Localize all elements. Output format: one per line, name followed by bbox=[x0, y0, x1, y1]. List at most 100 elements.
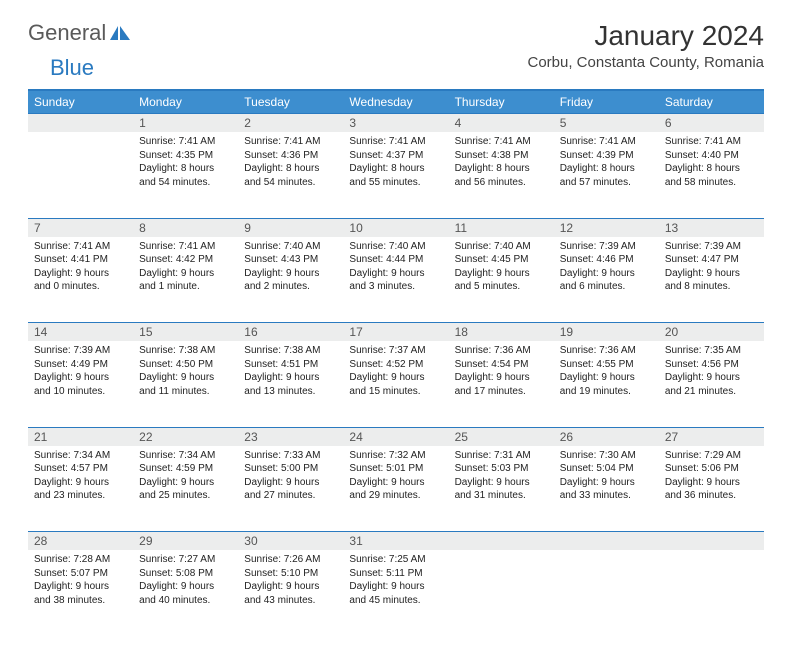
weekday-header-row: Sunday Monday Tuesday Wednesday Thursday… bbox=[28, 90, 764, 114]
day-cell: Sunrise: 7:29 AMSunset: 5:06 PMDaylight:… bbox=[659, 446, 764, 532]
daylight-text-2: and 8 minutes. bbox=[665, 280, 758, 294]
daylight-text-1: Daylight: 9 hours bbox=[455, 371, 548, 385]
day-cell: Sunrise: 7:27 AMSunset: 5:08 PMDaylight:… bbox=[133, 550, 238, 636]
day-cell: Sunrise: 7:40 AMSunset: 4:44 PMDaylight:… bbox=[343, 237, 448, 323]
sunset-text: Sunset: 4:47 PM bbox=[665, 253, 758, 267]
sunrise-text: Sunrise: 7:25 AM bbox=[349, 553, 442, 567]
sunset-text: Sunset: 5:11 PM bbox=[349, 567, 442, 581]
week-row: Sunrise: 7:41 AMSunset: 4:41 PMDaylight:… bbox=[28, 237, 764, 323]
sunrise-text: Sunrise: 7:35 AM bbox=[665, 344, 758, 358]
daylight-text-2: and 31 minutes. bbox=[455, 489, 548, 503]
sunrise-text: Sunrise: 7:39 AM bbox=[34, 344, 127, 358]
daylight-text-2: and 55 minutes. bbox=[349, 176, 442, 190]
daylight-text-2: and 33 minutes. bbox=[560, 489, 653, 503]
logo-text-2: Blue bbox=[50, 55, 94, 80]
day-cell: Sunrise: 7:37 AMSunset: 4:52 PMDaylight:… bbox=[343, 341, 448, 427]
sunrise-text: Sunrise: 7:40 AM bbox=[244, 240, 337, 254]
sunset-text: Sunset: 4:35 PM bbox=[139, 149, 232, 163]
day-number: 6 bbox=[659, 114, 764, 133]
daylight-text-1: Daylight: 9 hours bbox=[34, 580, 127, 594]
daylight-text-1: Daylight: 9 hours bbox=[665, 267, 758, 281]
day-number bbox=[449, 532, 554, 551]
day-cell: Sunrise: 7:34 AMSunset: 4:59 PMDaylight:… bbox=[133, 446, 238, 532]
sunrise-text: Sunrise: 7:41 AM bbox=[244, 135, 337, 149]
daylight-text-1: Daylight: 8 hours bbox=[244, 162, 337, 176]
daylight-text-1: Daylight: 9 hours bbox=[34, 371, 127, 385]
daylight-text-1: Daylight: 9 hours bbox=[349, 580, 442, 594]
daylight-text-1: Daylight: 9 hours bbox=[665, 371, 758, 385]
daylight-text-2: and 45 minutes. bbox=[349, 594, 442, 608]
daylight-text-1: Daylight: 8 hours bbox=[665, 162, 758, 176]
sunrise-text: Sunrise: 7:32 AM bbox=[349, 449, 442, 463]
daylight-text-1: Daylight: 9 hours bbox=[139, 267, 232, 281]
sunrise-text: Sunrise: 7:26 AM bbox=[244, 553, 337, 567]
sunset-text: Sunset: 4:38 PM bbox=[455, 149, 548, 163]
day-cell: Sunrise: 7:38 AMSunset: 4:51 PMDaylight:… bbox=[238, 341, 343, 427]
daylight-text-2: and 10 minutes. bbox=[34, 385, 127, 399]
day-number: 20 bbox=[659, 323, 764, 342]
sunrise-text: Sunrise: 7:28 AM bbox=[34, 553, 127, 567]
sunset-text: Sunset: 5:08 PM bbox=[139, 567, 232, 581]
day-cell: Sunrise: 7:31 AMSunset: 5:03 PMDaylight:… bbox=[449, 446, 554, 532]
day-number: 5 bbox=[554, 114, 659, 133]
daynum-row: 14151617181920 bbox=[28, 323, 764, 342]
day-cell: Sunrise: 7:41 AMSunset: 4:41 PMDaylight:… bbox=[28, 237, 133, 323]
daylight-text-2: and 5 minutes. bbox=[455, 280, 548, 294]
sunset-text: Sunset: 5:01 PM bbox=[349, 462, 442, 476]
day-number: 19 bbox=[554, 323, 659, 342]
daylight-text-2: and 43 minutes. bbox=[244, 594, 337, 608]
day-cell: Sunrise: 7:39 AMSunset: 4:47 PMDaylight:… bbox=[659, 237, 764, 323]
daylight-text-1: Daylight: 9 hours bbox=[244, 267, 337, 281]
sunrise-text: Sunrise: 7:34 AM bbox=[34, 449, 127, 463]
sunrise-text: Sunrise: 7:41 AM bbox=[34, 240, 127, 254]
day-cell: Sunrise: 7:39 AMSunset: 4:49 PMDaylight:… bbox=[28, 341, 133, 427]
day-cell: Sunrise: 7:25 AMSunset: 5:11 PMDaylight:… bbox=[343, 550, 448, 636]
sunset-text: Sunset: 4:50 PM bbox=[139, 358, 232, 372]
sunrise-text: Sunrise: 7:38 AM bbox=[139, 344, 232, 358]
weekday-friday: Friday bbox=[554, 90, 659, 114]
sunset-text: Sunset: 5:10 PM bbox=[244, 567, 337, 581]
daylight-text-1: Daylight: 9 hours bbox=[349, 371, 442, 385]
sunset-text: Sunset: 4:56 PM bbox=[665, 358, 758, 372]
daylight-text-2: and 54 minutes. bbox=[244, 176, 337, 190]
daylight-text-1: Daylight: 9 hours bbox=[455, 267, 548, 281]
daylight-text-1: Daylight: 9 hours bbox=[244, 371, 337, 385]
daylight-text-2: and 57 minutes. bbox=[560, 176, 653, 190]
daylight-text-2: and 0 minutes. bbox=[34, 280, 127, 294]
daylight-text-1: Daylight: 9 hours bbox=[560, 371, 653, 385]
weekday-tuesday: Tuesday bbox=[238, 90, 343, 114]
day-number: 1 bbox=[133, 114, 238, 133]
weekday-saturday: Saturday bbox=[659, 90, 764, 114]
day-cell: Sunrise: 7:41 AMSunset: 4:38 PMDaylight:… bbox=[449, 132, 554, 218]
day-number: 17 bbox=[343, 323, 448, 342]
day-number: 21 bbox=[28, 427, 133, 446]
day-cell: Sunrise: 7:33 AMSunset: 5:00 PMDaylight:… bbox=[238, 446, 343, 532]
sunset-text: Sunset: 4:49 PM bbox=[34, 358, 127, 372]
daylight-text-2: and 40 minutes. bbox=[139, 594, 232, 608]
day-number: 24 bbox=[343, 427, 448, 446]
logo-sail-icon-2 bbox=[120, 26, 130, 40]
day-cell: Sunrise: 7:41 AMSunset: 4:37 PMDaylight:… bbox=[343, 132, 448, 218]
calendar-table: Sunday Monday Tuesday Wednesday Thursday… bbox=[28, 89, 764, 636]
day-cell: Sunrise: 7:36 AMSunset: 4:55 PMDaylight:… bbox=[554, 341, 659, 427]
sunrise-text: Sunrise: 7:34 AM bbox=[139, 449, 232, 463]
sunrise-text: Sunrise: 7:33 AM bbox=[244, 449, 337, 463]
day-number: 26 bbox=[554, 427, 659, 446]
day-number: 13 bbox=[659, 218, 764, 237]
daylight-text-2: and 6 minutes. bbox=[560, 280, 653, 294]
daylight-text-2: and 54 minutes. bbox=[139, 176, 232, 190]
daylight-text-1: Daylight: 9 hours bbox=[349, 267, 442, 281]
sunrise-text: Sunrise: 7:27 AM bbox=[139, 553, 232, 567]
daylight-text-1: Daylight: 9 hours bbox=[560, 267, 653, 281]
week-row: Sunrise: 7:34 AMSunset: 4:57 PMDaylight:… bbox=[28, 446, 764, 532]
sunset-text: Sunset: 4:40 PM bbox=[665, 149, 758, 163]
day-cell bbox=[28, 132, 133, 218]
sunset-text: Sunset: 4:44 PM bbox=[349, 253, 442, 267]
day-number: 29 bbox=[133, 532, 238, 551]
sunset-text: Sunset: 4:57 PM bbox=[34, 462, 127, 476]
day-cell: Sunrise: 7:35 AMSunset: 4:56 PMDaylight:… bbox=[659, 341, 764, 427]
sunrise-text: Sunrise: 7:41 AM bbox=[349, 135, 442, 149]
daylight-text-1: Daylight: 9 hours bbox=[139, 580, 232, 594]
daylight-text-2: and 58 minutes. bbox=[665, 176, 758, 190]
day-number: 22 bbox=[133, 427, 238, 446]
